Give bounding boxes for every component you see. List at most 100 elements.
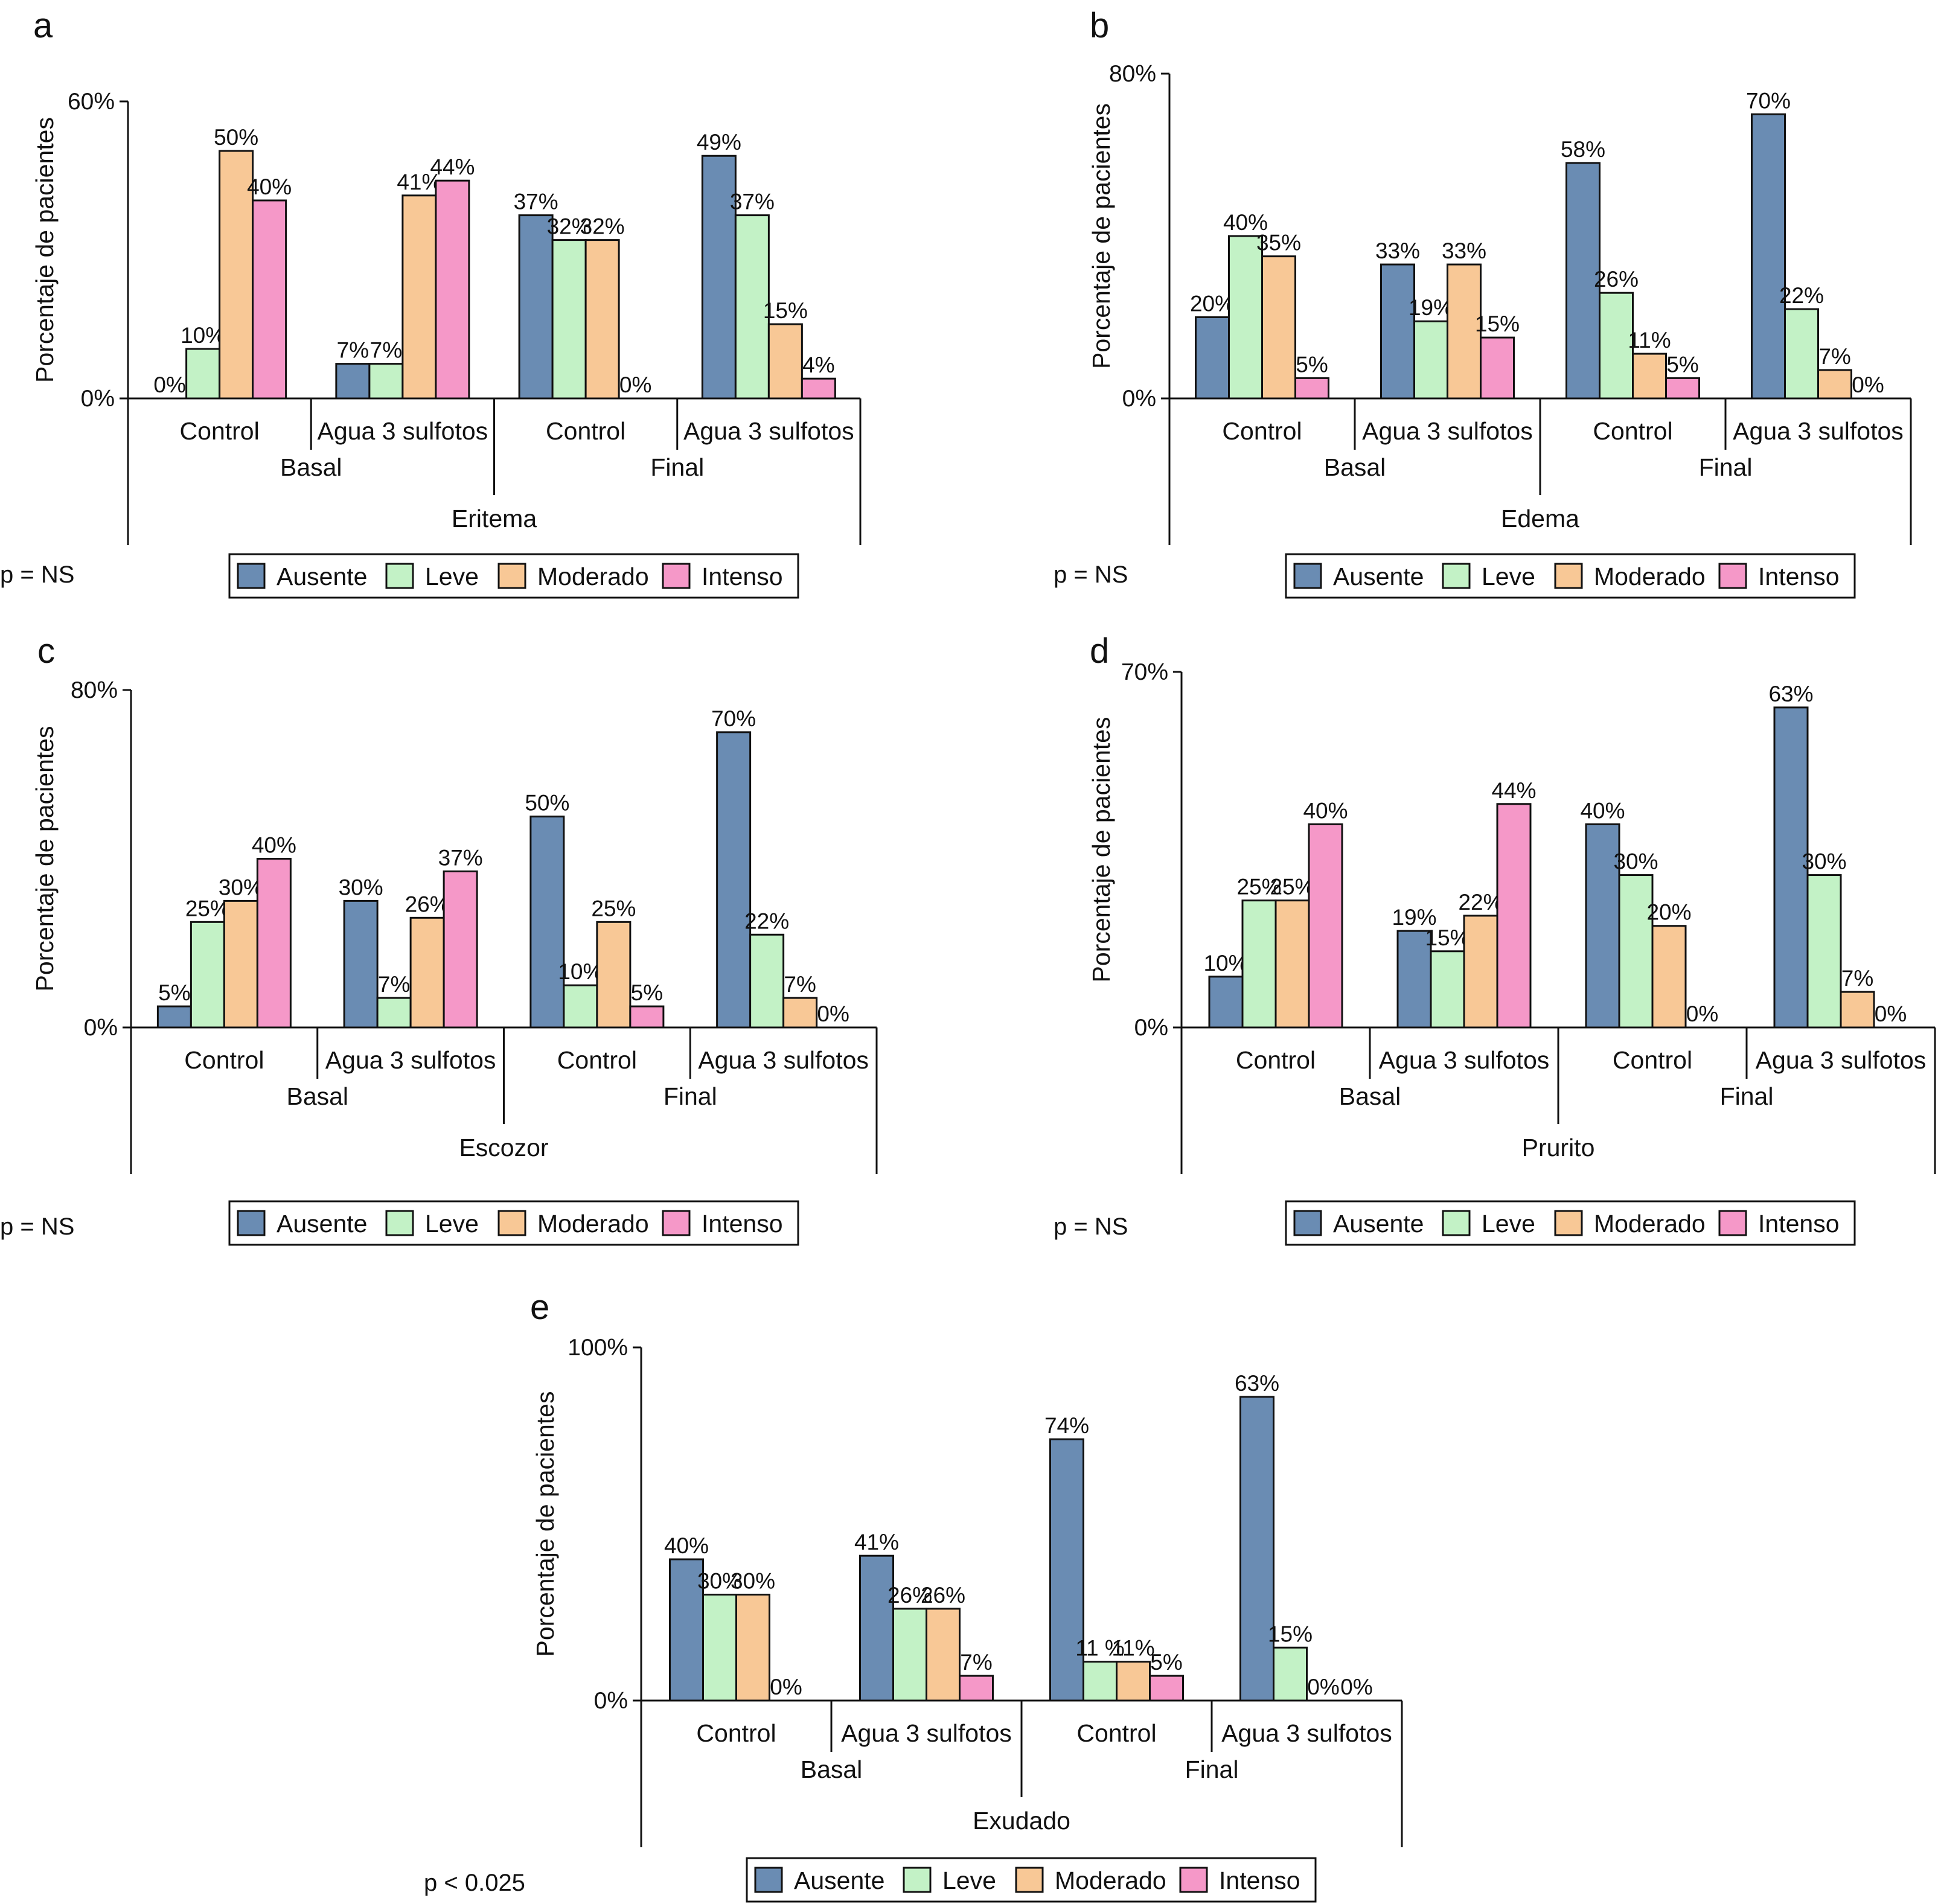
legend-label-ausente: Ausente (1333, 563, 1424, 590)
bar-value-label: 50% (214, 125, 258, 150)
group-label-basal: Basal (1324, 453, 1386, 481)
variable-label: Prurito (1522, 1134, 1595, 1161)
bar-moderado-1 (735, 1594, 770, 1702)
legend: Ausente Leve Moderado Intenso (1285, 553, 1856, 599)
group-label-final: Final (1699, 453, 1753, 481)
legend-swatch-leve (903, 1867, 932, 1893)
bar-value-label: 7% (370, 338, 402, 363)
legend-swatch-moderado (1015, 1867, 1044, 1893)
bar-intenso-4 (801, 377, 836, 400)
y-axis-title: Porcentaje de pacientes (1087, 717, 1115, 983)
bar-leve-4 (1273, 1646, 1308, 1702)
panel-a: a Porcentaje de pacientes 0% 60% 10% 50% 40% 0%… (0, 6, 862, 599)
bar-value-label: 30% (1613, 849, 1658, 874)
y-axis-title: Porcentaje de pacientes (31, 117, 59, 383)
bar-value-label: 37% (514, 190, 558, 214)
x-category-label: Control (1236, 1046, 1316, 1074)
legend-label-moderado: Moderado (537, 563, 649, 590)
bar-intenso-1 (256, 858, 292, 1029)
bar-value-label: 40% (664, 1533, 709, 1558)
bar-intenso-3 (1149, 1675, 1184, 1702)
bar-value-label: 0% (153, 372, 185, 397)
bar-ausente-3 (529, 816, 565, 1029)
x-category-label: Agua 3 sulfotos (698, 1046, 869, 1074)
bar-moderado-4 (782, 997, 818, 1029)
x-category-label: Agua 3 sulfotos (841, 1719, 1012, 1747)
y-tick-label-max: 80% (71, 677, 118, 703)
bar-moderado-2 (409, 916, 445, 1029)
bar-ausente-2 (343, 899, 379, 1029)
bar-value-label: 37% (438, 845, 483, 870)
bar-value-label: 10% (1203, 951, 1248, 976)
bar-leve-4 (1784, 308, 1819, 400)
bar-leve-2 (1430, 950, 1465, 1029)
bar-value-label: 0% (1307, 1675, 1339, 1699)
bar-intenso-3 (1665, 377, 1700, 400)
bar-moderado-3 (596, 921, 632, 1029)
bar-intenso-2 (1496, 803, 1532, 1029)
bar-value-label: 0% (1686, 1002, 1718, 1026)
bar-leve-1 (190, 921, 225, 1029)
legend-swatch-ausente (1293, 1210, 1322, 1236)
bar-ausente-4 (1751, 113, 1786, 400)
group-label-final: Final (664, 1082, 717, 1110)
bar-value-label: 30% (219, 875, 263, 899)
bar-value-label: 63% (1235, 1371, 1279, 1396)
bar-value-label: 41% (854, 1530, 899, 1554)
bar-value-label: 25% (1270, 875, 1314, 899)
x-category-label: Control (546, 417, 625, 445)
bar-moderado-2 (401, 194, 437, 400)
legend-label-intenso: Intenso (702, 563, 783, 590)
bar-value-label: 30% (1802, 849, 1846, 874)
bar-value-label: 22% (1779, 283, 1824, 308)
legend-label-leve: Leve (425, 1210, 479, 1238)
bar-value-label: 70% (1746, 88, 1791, 113)
bar-moderado-3 (1651, 925, 1687, 1029)
bar-value-label: 63% (1768, 682, 1813, 706)
legend-label-ausente: Ausente (794, 1867, 884, 1894)
bar-leve-2 (368, 363, 404, 400)
bar-value-label: 25% (185, 896, 230, 921)
bar-leve-2 (376, 997, 412, 1029)
legend-label-ausente: Ausente (277, 563, 367, 590)
y-tick-label-max: 100% (568, 1335, 628, 1361)
bar-moderado-3 (584, 239, 620, 400)
y-tick-label-min: 0% (84, 1015, 118, 1041)
group-label-basal: Basal (801, 1755, 863, 1783)
group-label-basal: Basal (280, 453, 342, 481)
bar-intenso-2 (1480, 336, 1515, 400)
x-category-label: Control (1076, 1719, 1156, 1747)
bar-leve-1 (185, 348, 221, 400)
bar-value-label: 20% (1646, 900, 1691, 925)
x-category-label: Control (557, 1046, 637, 1074)
bar-moderado-4 (767, 323, 803, 400)
bar-value-label: 40% (252, 833, 296, 858)
legend-swatch-intenso (662, 1210, 691, 1236)
bar-leve-3 (1083, 1661, 1118, 1702)
bar-value-label: 33% (1375, 238, 1420, 263)
legend-swatch-leve (1442, 563, 1471, 589)
bar-ausente-3 (518, 214, 554, 400)
x-category-label: Control (1222, 417, 1302, 445)
bar-intenso-2 (959, 1675, 994, 1702)
bar-ausente-1 (156, 1005, 192, 1029)
x-category-label: Control (180, 417, 260, 445)
p-value: p = NS (1054, 1213, 1128, 1240)
bar-leve-3 (1618, 874, 1654, 1029)
bar-ausente-3 (1565, 162, 1601, 400)
bar-value-label: 15% (1475, 311, 1520, 336)
bar-value-label: 44% (1491, 778, 1536, 803)
bar-ausente-4 (701, 155, 737, 400)
p-value: p = NS (1054, 561, 1128, 588)
bar-value-label: 0% (1875, 1002, 1907, 1026)
bar-value-label: 5% (1296, 352, 1328, 377)
x-category-label: Agua 3 sulfotos (1379, 1046, 1550, 1074)
legend-label-moderado: Moderado (537, 1210, 649, 1238)
bar-intenso-1 (1294, 377, 1329, 400)
bar-value-label: 5% (1666, 352, 1698, 377)
bar-value-label: 7% (960, 1650, 992, 1675)
bar-value-label: 19% (1409, 295, 1453, 320)
bar-value-label: 25% (1236, 875, 1281, 899)
